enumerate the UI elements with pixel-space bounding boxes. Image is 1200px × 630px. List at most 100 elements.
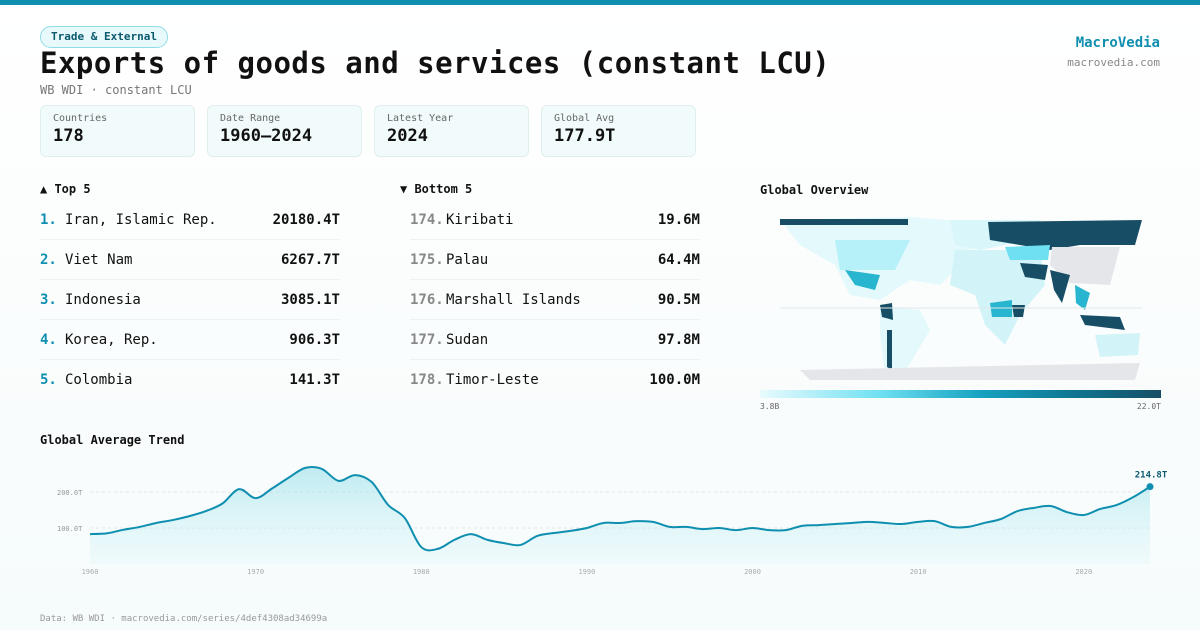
country-name: Iran, Islamic Rep.	[65, 211, 217, 228]
region-kazakhstan	[1005, 245, 1050, 260]
page-subtitle: WB WDI · constant LCU	[40, 83, 192, 97]
x-tick-label: 1980	[413, 568, 430, 576]
bottom5-list: 174. Kiribati 19.6M 175. Palau 64.4M 176. Mar…	[410, 200, 700, 400]
world-map	[780, 217, 1142, 380]
page-title: Exports of goods and services (constant …	[40, 46, 831, 80]
bottom5-heading: ▼ Bottom 5	[400, 182, 473, 196]
x-tick-label: 2010	[910, 568, 927, 576]
stat-value: 1960–2024	[220, 126, 313, 146]
stat-value: 2024	[387, 126, 428, 146]
country-name: Kiribati	[446, 211, 514, 228]
rank: 3.	[40, 291, 57, 308]
trend-area	[90, 467, 1150, 564]
country-name: Palau	[446, 251, 489, 268]
x-tick-label: 2020	[1075, 568, 1092, 576]
region-australia	[1095, 333, 1140, 357]
category-badge: Trade & External	[40, 26, 168, 48]
country-name: Marshall Islands	[446, 291, 581, 308]
x-tick-label: 1970	[247, 568, 264, 576]
value: 100.0M	[649, 372, 700, 388]
y-tick-label: 200.0T	[57, 489, 83, 497]
list-item: 176. Marshall Islands 90.5M	[410, 280, 700, 320]
list-item: 4. Korea, Rep. 906.3T	[40, 320, 340, 360]
x-tick-label: 1960	[82, 568, 99, 576]
stat-card-global-avg: Global Avg 177.9T	[541, 105, 696, 157]
value: 6267.7T	[280, 251, 340, 268]
region-chile	[887, 330, 892, 370]
region-tanzania	[1012, 305, 1025, 317]
value: 20180.4T	[272, 211, 340, 228]
region-colombia	[880, 303, 893, 320]
value: 906.3T	[289, 331, 340, 348]
stat-label: Global Avg	[554, 113, 615, 124]
last-value-label: 214.8T	[1135, 471, 1168, 481]
rank: 174.	[410, 211, 444, 228]
map-heading: Global Overview	[760, 183, 869, 197]
country-name: Indonesia	[65, 291, 141, 308]
top5-list: 1. Iran, Islamic Rep. 20180.4T 2. Viet Nam 6…	[40, 200, 340, 400]
stat-card-date-range: Date Range 1960–2024	[207, 105, 362, 157]
rank: 2.	[40, 251, 57, 268]
stat-value: 178	[53, 126, 84, 146]
rank: 178.	[410, 372, 444, 388]
list-item: 1. Iran, Islamic Rep. 20180.4T	[40, 200, 340, 240]
region-south-america	[880, 305, 930, 380]
rank: 5.	[40, 372, 57, 388]
region-antarctica	[800, 363, 1140, 380]
list-item: 175. Palau 64.4M	[410, 240, 700, 280]
stat-label: Countries	[53, 113, 108, 124]
list-item: 177. Sudan 97.8M	[410, 320, 700, 360]
trend-chart-title: Global Average Trend	[40, 433, 185, 447]
country-name: Timor-Leste	[446, 372, 539, 388]
footer-source: Data: WB WDI · macrovedia.com/series/4de…	[40, 614, 328, 624]
stat-value: 177.9T	[554, 126, 616, 146]
y-tick-label: 100.0T	[57, 525, 83, 533]
list-item: 3. Indonesia 3085.1T	[40, 280, 340, 320]
region-india	[1050, 270, 1070, 303]
country-name: Sudan	[446, 331, 489, 348]
value: 64.4M	[657, 251, 700, 268]
x-tick-label: 1990	[578, 568, 595, 576]
stat-card-latest-year: Latest Year 2024	[374, 105, 529, 157]
region-russia	[988, 220, 1142, 250]
top5-heading: ▲ Top 5	[40, 182, 91, 196]
brand-logo: MacroVedia	[1075, 35, 1160, 51]
region-usa	[835, 240, 910, 270]
region-mexico	[845, 270, 880, 290]
region-africa	[950, 250, 1045, 345]
top-accent-bar	[0, 0, 1200, 5]
value: 3085.1T	[280, 291, 340, 308]
list-item: 5. Colombia 141.3T	[40, 360, 340, 400]
country-name: Korea, Rep.	[65, 331, 158, 348]
map-shapes	[780, 217, 1142, 380]
brand-url: macrovedia.com	[1067, 56, 1160, 69]
trend-chart: 100.0T 200.0T 1960 1970 1980 1990 2000 2010 2020…	[57, 466, 1168, 576]
rank: 177.	[410, 331, 444, 348]
country-name: Colombia	[65, 372, 133, 388]
rank: 1.	[40, 211, 57, 228]
stat-card-countries: Countries 178	[40, 105, 195, 157]
rank: 176.	[410, 291, 444, 308]
list-item: 174. Kiribati 19.6M	[410, 200, 700, 240]
region-indonesia	[1080, 315, 1125, 330]
value: 19.6M	[657, 211, 700, 228]
region-arctic-band	[780, 219, 908, 225]
value: 141.3T	[289, 372, 340, 388]
last-point	[1146, 483, 1154, 491]
legend-max: 22.0T	[1136, 402, 1161, 411]
stat-label: Latest Year	[387, 113, 454, 124]
value: 90.5M	[657, 291, 700, 308]
country-name: Viet Nam	[65, 251, 133, 268]
stat-label: Date Range	[220, 113, 281, 124]
value: 97.8M	[657, 331, 700, 348]
region-vietnam	[1075, 285, 1090, 310]
trend-line	[89, 466, 1151, 552]
rank: 4.	[40, 331, 57, 348]
list-item: 178. Timor-Leste 100.0M	[410, 360, 700, 400]
x-tick-label: 2000	[744, 568, 761, 576]
map-legend-gradient	[760, 390, 1161, 398]
list-item: 2. Viet Nam 6267.7T	[40, 240, 340, 280]
region-iran	[1020, 263, 1048, 280]
rank: 175.	[410, 251, 444, 268]
legend-min: 3.8B	[760, 402, 780, 411]
